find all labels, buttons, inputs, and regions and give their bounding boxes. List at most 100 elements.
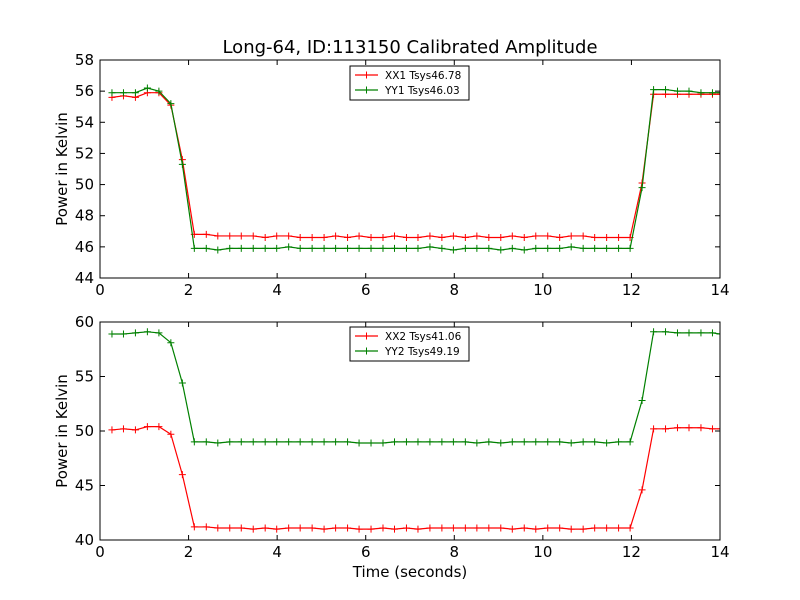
data-point: [473, 524, 481, 532]
y-tick-label: 55: [75, 368, 94, 386]
chart-title: Long-64, ID:113150 Calibrated Amplitude: [222, 37, 597, 58]
data-point: [167, 339, 175, 347]
data-point: [344, 234, 352, 242]
data-point: [497, 246, 505, 254]
data-point: [461, 438, 469, 446]
x-tick-label: 2: [184, 281, 194, 299]
x-tick-label: 6: [361, 281, 371, 299]
x-tick-label: 8: [450, 543, 460, 561]
data-point: [508, 525, 516, 533]
data-point: [615, 234, 623, 242]
data-point: [449, 246, 457, 254]
x-tick-label: 12: [622, 543, 641, 561]
data-point: [567, 232, 575, 240]
x-tick-label: 0: [95, 543, 105, 561]
data-point: [520, 438, 528, 446]
data-point: [355, 525, 363, 533]
data-point: [391, 525, 398, 533]
data-point: [237, 244, 245, 252]
legend-marker: [363, 332, 370, 340]
y-tick-label: 50: [75, 422, 94, 440]
axes-frame: [99, 59, 721, 279]
data-point: [402, 244, 410, 252]
data-point: [249, 438, 257, 446]
legend-marker: [363, 86, 370, 94]
data-point: [556, 234, 564, 242]
y-tick-label: 56: [75, 82, 94, 100]
data-point: [662, 425, 670, 433]
data-point: [673, 87, 681, 95]
x-tick-label: 12: [622, 281, 641, 299]
data-point: [438, 524, 446, 532]
data-point: [685, 424, 693, 432]
data-point: [332, 524, 340, 532]
data-point: [332, 232, 340, 240]
x-tick-label: 10: [533, 281, 552, 299]
data-point: [285, 243, 293, 251]
data-point: [438, 244, 446, 252]
data-point: [249, 244, 257, 252]
data-point: [261, 244, 269, 252]
data-point: [685, 87, 693, 95]
data-point: [367, 244, 375, 252]
data-point: [473, 439, 481, 447]
data-point: [615, 524, 623, 532]
data-point: [603, 439, 611, 447]
data-point: [556, 438, 564, 446]
data-point: [155, 329, 163, 337]
legend-marker: [363, 347, 370, 355]
data-point: [214, 246, 222, 254]
data-point: [449, 438, 457, 446]
data-point: [485, 244, 493, 252]
x-axis-label: Time (seconds): [352, 563, 468, 581]
data-point: [308, 438, 316, 446]
data-point: [167, 100, 175, 108]
y-axis-label: Power in Kelvin: [53, 112, 71, 226]
data-point: [131, 426, 139, 434]
data-point: [438, 234, 446, 242]
plot-series-group: [108, 328, 720, 533]
data-point: [532, 525, 540, 533]
data-point: [532, 244, 540, 252]
data-point: [332, 244, 340, 252]
data-point: [178, 379, 186, 387]
data-point: [143, 328, 151, 336]
data-point: [650, 328, 658, 336]
data-point: [202, 438, 210, 446]
data-point: [355, 232, 363, 240]
data-point: [708, 329, 716, 337]
y-tick-label: 50: [75, 176, 94, 194]
data-point: [591, 524, 599, 532]
data-point: [391, 438, 398, 446]
y-tick-label: 48: [75, 207, 94, 225]
y-tick-label: 40: [75, 531, 94, 549]
data-point: [237, 438, 245, 446]
data-point: [497, 234, 505, 242]
x-tick-label: 2: [184, 543, 194, 561]
data-point: [626, 438, 634, 446]
data-point: [591, 234, 599, 242]
legend: XX2 Tsys41.06 YY2 Tsys49.19: [349, 326, 470, 362]
legend-label: XX2 Tsys41.06: [385, 331, 462, 343]
data-point: [296, 244, 304, 252]
data-point: [697, 424, 705, 432]
data-point: [485, 234, 493, 242]
data-point: [308, 524, 316, 532]
data-point: [355, 439, 363, 447]
data-point: [662, 86, 670, 94]
data-point: [508, 244, 516, 252]
data-point: [673, 424, 681, 432]
data-point: [591, 244, 599, 252]
data-point: [131, 329, 139, 337]
data-point: [273, 232, 281, 240]
data-point: [273, 244, 281, 252]
data-point: [650, 86, 658, 94]
data-point: [367, 525, 375, 533]
data-point: [226, 524, 234, 532]
data-point: [296, 234, 304, 242]
data-point: [579, 525, 587, 533]
data-point: [508, 232, 516, 240]
data-point: [237, 524, 245, 532]
data-point: [449, 232, 457, 240]
legend-label: XX1 Tsys46.78: [385, 70, 461, 82]
